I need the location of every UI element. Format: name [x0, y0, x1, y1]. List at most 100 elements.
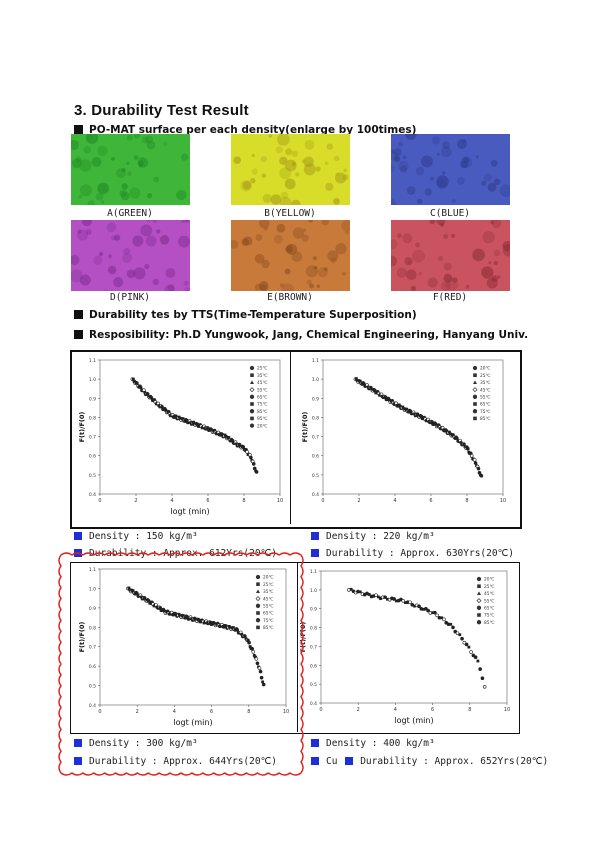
sample-label: C(BLUE) [429, 208, 471, 219]
data-point [250, 647, 254, 651]
x-tick-label: 0 [319, 707, 322, 713]
data-point [235, 442, 238, 446]
blue-square-icon [74, 739, 82, 747]
data-point [462, 442, 466, 446]
blue-square-icon [74, 532, 82, 540]
x-tick-label: 10 [277, 498, 283, 504]
data-point [139, 386, 143, 390]
data-point [145, 392, 150, 396]
legend-label: 65℃ [257, 395, 267, 401]
legend-marker [477, 584, 481, 588]
legend-marker [250, 416, 254, 421]
y-axis-label: F(t)/F(0) [78, 622, 86, 653]
y-tick-label: 0.5 [89, 473, 96, 479]
blue-square-icon [311, 739, 319, 747]
data-point [440, 616, 444, 620]
data-point [131, 589, 135, 593]
x-tick-label: 6 [431, 707, 434, 713]
legend-label: 75℃ [484, 613, 494, 619]
legend-label: 55℃ [484, 598, 494, 604]
legend-marker [476, 598, 482, 604]
legend-marker [249, 394, 255, 399]
y-tick-label: 0.9 [310, 607, 317, 613]
data-point [349, 587, 353, 591]
durability-220: Durability : Approx. 630Yrs(20℃) [311, 548, 514, 559]
legend-marker [256, 582, 260, 586]
data-point [480, 676, 485, 681]
y-tick-label: 0.8 [89, 415, 96, 421]
x-tick-label: 6 [206, 498, 209, 504]
highlight-outline [58, 552, 304, 776]
x-tick-label: 2 [136, 709, 139, 715]
legend-label: 65℃ [484, 606, 494, 612]
density-400: Density : 400 kg/m³ [311, 738, 435, 749]
data-point [366, 385, 370, 389]
legend-marker [256, 611, 260, 615]
legend-marker [249, 423, 255, 428]
legend-marker [476, 605, 482, 610]
x-axis-label: logt (min) [173, 718, 212, 727]
density-220-text: Density : 220 kg/m³ [326, 531, 435, 542]
x-tick-label: 10 [500, 498, 506, 504]
data-point [451, 625, 455, 630]
data-point [385, 597, 389, 601]
data-point [471, 653, 476, 658]
legend-label: 95℃ [257, 416, 267, 422]
sample-label: D(PINK) [109, 292, 151, 303]
density-220: Density : 220 kg/m³ [311, 531, 435, 542]
data-point [455, 631, 460, 636]
x-tick-label: 0 [98, 498, 101, 504]
legend-marker [249, 365, 255, 371]
x-tick-label: 4 [394, 707, 397, 713]
data-point [245, 450, 249, 454]
x-tick-label: 10 [504, 707, 510, 713]
bullet-square-icon [74, 310, 83, 319]
legend-label: 20℃ [484, 577, 494, 583]
data-point [426, 608, 430, 613]
legend-label: 55℃ [263, 604, 273, 610]
data-point [401, 405, 405, 409]
legend-marker [473, 380, 477, 384]
x-tick-label: 8 [468, 707, 471, 713]
y-tick-label: 0.7 [312, 435, 319, 441]
chart-150: 0.4 0.5 0.6 0.7 0.8 0.9 1.0 1.1 0 2 4 6 8 10 logt (min… [78, 358, 283, 516]
data-point [476, 659, 480, 663]
legend-marker [472, 365, 478, 371]
section-heading: 3. Durability Test Result [74, 102, 249, 119]
top-chart-divider [290, 352, 291, 524]
data-point [458, 633, 462, 637]
legend-label: 35℃ [257, 373, 267, 379]
legend-marker [473, 373, 477, 377]
sample-label: B(YELLOW) [264, 208, 316, 219]
legend-label: 75℃ [263, 618, 273, 624]
data-point [435, 613, 439, 618]
y-tick-label: 0.9 [312, 396, 319, 402]
legend-marker [473, 416, 477, 421]
data-point [459, 441, 463, 444]
y-tick-label: 0.7 [89, 435, 96, 441]
legend-marker [472, 387, 478, 393]
density-400-text: Density : 400 kg/m³ [326, 738, 435, 749]
legend-marker [256, 625, 260, 630]
plot-area [99, 568, 287, 706]
legend-label: 45℃ [480, 387, 490, 393]
x-tick-label: 0 [321, 498, 324, 504]
x-tick-label: 4 [170, 498, 173, 504]
legend-label: 35℃ [263, 589, 273, 595]
data-point [401, 599, 406, 603]
data-point [261, 680, 265, 684]
data-point [177, 612, 181, 616]
y-tick-label: 0.8 [312, 415, 319, 421]
data-point [261, 682, 266, 687]
data-point [376, 595, 380, 599]
legend-label: 35℃ [480, 380, 490, 386]
density-300-text: Density : 300 kg/m³ [89, 738, 198, 749]
data-point [358, 379, 362, 383]
legend-label: 55℃ [480, 395, 490, 401]
legend-label: 45℃ [257, 380, 267, 386]
data-point [405, 407, 409, 411]
bullet-tts: Durability tes by TTS(Time-Temperature S… [74, 309, 417, 321]
legend-label: 85℃ [480, 416, 490, 422]
legend-label: 85℃ [257, 409, 267, 415]
legend-marker [477, 591, 481, 595]
